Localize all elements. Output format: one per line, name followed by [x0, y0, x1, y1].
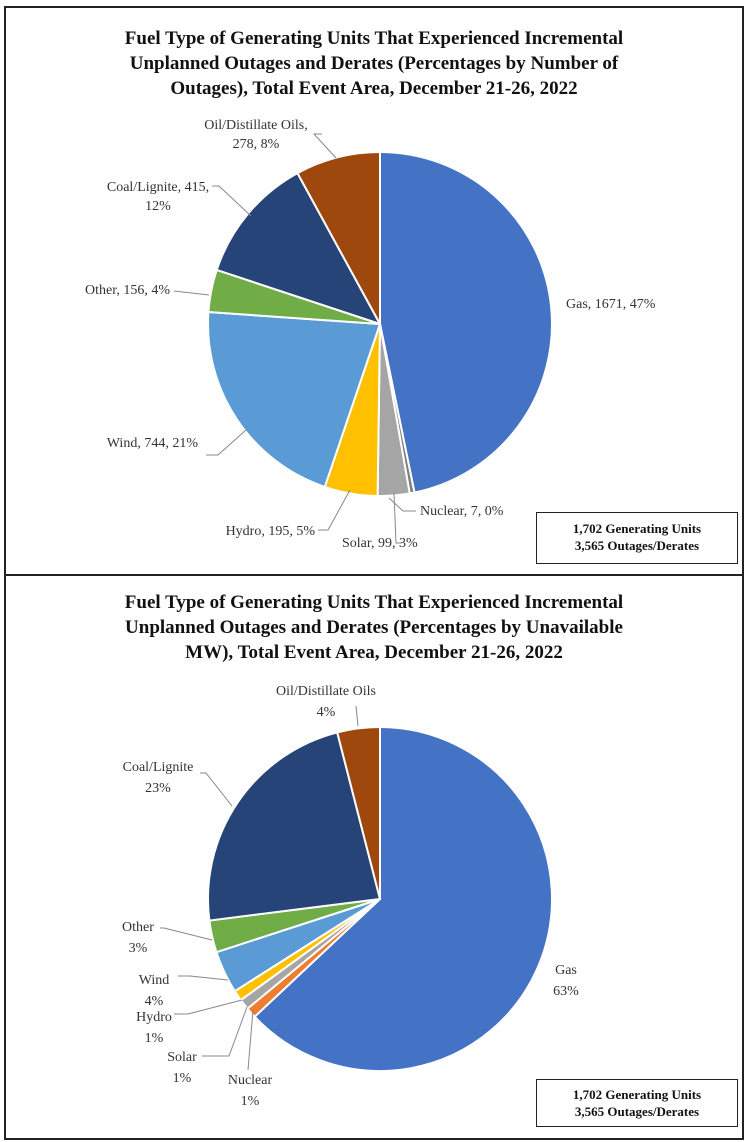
pie-slice-coal-lignite [207, 731, 381, 922]
data-label-gas: Gas, 1671, 47% [566, 297, 656, 312]
chart-title-line: Fuel Type of Generating Units That Exper… [124, 592, 624, 613]
pie-slice-gas [379, 151, 553, 494]
pie-slice-wind [207, 311, 381, 488]
pie-slice-oil-distillate-oils [296, 151, 381, 325]
summary-box: 1,702 Generating Units 3,565 Outages/Der… [536, 1079, 738, 1127]
leader-line-nuclear [388, 497, 416, 512]
chart-title: Fuel Type of Generating Units That Exper… [6, 590, 742, 665]
chart-panel-outages: Gas, 1671, 47% Nuclear, 7, 0% Solar, 99, 3… [4, 6, 744, 576]
leader-line-coal-lignite [212, 185, 252, 217]
data-label-coal-lignite: Coal/Lignite, 415, [107, 180, 209, 195]
leader-line-hydro [174, 999, 243, 1015]
pie-chart-unavailable-mw: Gas63%Nuclear1%Solar1%Hydro1%Wind4%Other… [122, 684, 579, 1109]
chart-title-line: Unplanned Outages and Derates (Percentag… [129, 53, 619, 74]
chart-title: Fuel Type of Generating Units That Exper… [6, 26, 742, 101]
chart-title-line: Fuel Type of Generating Units That Exper… [124, 28, 624, 49]
leader-line-coal-lignite [200, 772, 233, 807]
chart-title-line: MW), Total Event Area, December 21-26, 2… [185, 642, 563, 663]
chart-title-line: Unplanned Outages and Derates (Percentag… [125, 617, 623, 638]
leader-line-other [173, 290, 210, 296]
data-label-hydro: Hydro, 195, 5% [226, 524, 316, 539]
pie-slices [207, 151, 553, 497]
data-label-other: Other [122, 920, 154, 935]
data-label-oil-distillate-oils: Oil/Distillate Oils, [204, 118, 307, 133]
data-label-oil-distillate-oils: 4% [317, 705, 336, 720]
data-label-nuclear: Nuclear, 7, 0% [420, 504, 504, 519]
data-label-oil-distillate-oils: Oil/Distillate Oils [276, 684, 376, 699]
data-label-wind: 4% [145, 994, 164, 1009]
data-label-oil-distillate-oils: 278, 8% [233, 137, 280, 152]
data-label-wind: Wind [139, 973, 170, 988]
leader-line-solar [393, 492, 402, 544]
leader-line-wind [178, 975, 229, 981]
data-label-solar: Solar, 99, 3% [342, 536, 418, 551]
leader-line-wind [206, 429, 247, 456]
leader-line-other [160, 927, 213, 941]
data-label-gas: 63% [553, 984, 579, 999]
chart-title-line: Outages), Total Event Area, December 21-… [170, 78, 578, 99]
pie-slice-oil-distillate-oils [336, 726, 381, 900]
summary-box: 1,702 Generating Units 3,565 Outages/Der… [536, 512, 738, 564]
data-label-hydro: 1% [145, 1031, 164, 1046]
summary-outages: 3,565 Outages/Derates [574, 1104, 700, 1119]
leader-line-oil-distillate-oils [312, 133, 337, 159]
leader-line-hydro [318, 489, 351, 531]
pie-slice-coal-lignite [215, 172, 381, 325]
pie-slices [207, 726, 554, 1072]
data-label-nuclear: Nuclear [228, 1073, 273, 1088]
data-label-other: 3% [129, 941, 148, 956]
data-label-coal-lignite: Coal/Lignite [123, 760, 194, 775]
data-label-other: Other, 156, 4% [85, 283, 170, 298]
data-label-solar: Solar [167, 1050, 197, 1065]
leader-line-oil-distillate-oils [355, 705, 359, 727]
data-label-gas: Gas [555, 963, 577, 978]
leader-line-nuclear [247, 1009, 254, 1071]
data-label-solar: 1% [173, 1071, 192, 1086]
data-label-coal-lignite: 23% [145, 781, 171, 796]
data-label-nuclear: 1% [241, 1094, 260, 1109]
pie-chart-outages: Gas, 1671, 47% Nuclear, 7, 0% Solar, 99, 3… [85, 118, 656, 551]
data-label-hydro: Hydro [136, 1010, 172, 1025]
chart-panel-unavailable-mw: Gas 63% Nuclear 1% Solar 1% Hydro 1% Wind 4% Other… [4, 574, 744, 1140]
data-label-coal-lignite: 12% [145, 199, 171, 214]
summary-units: 1,702 Generating Units [572, 1087, 702, 1102]
summary-outages: 3,565 Outages/Derates [574, 538, 700, 553]
leader-line-solar [202, 1006, 248, 1057]
pie-slice-gas [253, 726, 554, 1072]
data-label-wind: Wind, 744, 21% [107, 436, 199, 451]
summary-units: 1,702 Generating Units [572, 521, 702, 536]
